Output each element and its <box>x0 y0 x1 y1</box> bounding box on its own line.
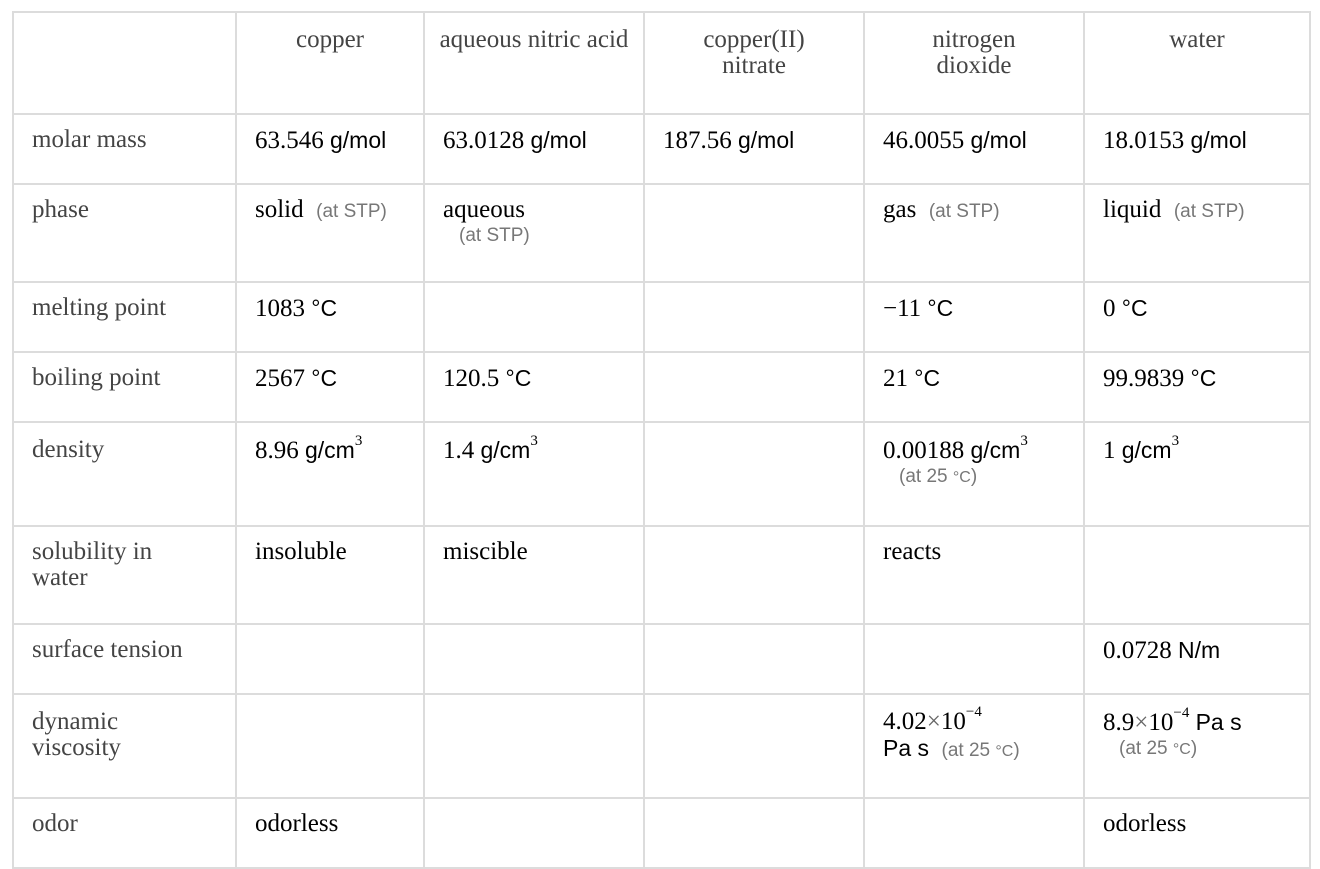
cell-phase-copper: solid (at STP) <box>235 183 425 283</box>
cell-visc-cuno3 <box>643 693 865 799</box>
cell-density-water: 1 g/cm3 <box>1083 421 1311 527</box>
row-label-odor: odor <box>12 797 237 869</box>
cell-sol-nitric: miscible <box>423 525 645 625</box>
row-label-molar-mass: molar mass <box>12 113 237 185</box>
col-header-water: water <box>1083 11 1311 115</box>
cell-phase-water: liquid (at STP) <box>1083 183 1311 283</box>
cell-mp-cuno3 <box>643 281 865 353</box>
cell-mp-no2: −11 °C <box>863 281 1085 353</box>
cell-bp-nitric: 120.5 °C <box>423 351 645 423</box>
cell-mp-copper: 1083 °C <box>235 281 425 353</box>
cell-phase-nitric: aqueous (at STP) <box>423 183 645 283</box>
row-viscosity: dynamic viscosity 4.02×10−4 Pa s (at 25 °C… <box>12 693 1311 799</box>
cell-bp-copper: 2567 °C <box>235 351 425 423</box>
cell-st-cuno3 <box>643 623 865 695</box>
cell-odor-water: odorless <box>1083 797 1311 869</box>
header-row: copper aqueous nitric acid copper(II) ni… <box>12 11 1311 115</box>
cell-molar-mass-nitric: 63.0128 g/mol <box>423 113 645 185</box>
cell-odor-no2 <box>863 797 1085 869</box>
cell-odor-cuno3 <box>643 797 865 869</box>
cell-st-no2 <box>863 623 1085 695</box>
row-odor: odor odorless odorless <box>12 797 1311 869</box>
cell-visc-copper <box>235 693 425 799</box>
row-label-solubility: solubility in water <box>12 525 237 625</box>
cell-sol-no2: reacts <box>863 525 1085 625</box>
col-header-copper-nitrate: copper(II) nitrate <box>643 11 865 115</box>
cell-molar-mass-cuno3: 187.56 g/mol <box>643 113 865 185</box>
cell-molar-mass-no2: 46.0055 g/mol <box>863 113 1085 185</box>
cell-st-nitric <box>423 623 645 695</box>
col-header-copper: copper <box>235 11 425 115</box>
row-boiling-point: boiling point 2567 °C 120.5 °C 21 °C 99.… <box>12 351 1311 423</box>
row-label-boiling-point: boiling point <box>12 351 237 423</box>
cell-bp-water: 99.9839 °C <box>1083 351 1311 423</box>
cell-density-no2: 0.00188 g/cm3 (at 25 °C) <box>863 421 1085 527</box>
row-label-viscosity: dynamic viscosity <box>12 693 237 799</box>
col-header-nitric-acid: aqueous nitric acid <box>423 11 645 115</box>
cell-density-cuno3 <box>643 421 865 527</box>
cell-st-water: 0.0728 N/m <box>1083 623 1311 695</box>
properties-table: copper aqueous nitric acid copper(II) ni… <box>12 11 1311 869</box>
cell-density-nitric: 1.4 g/cm3 <box>423 421 645 527</box>
cell-bp-no2: 21 °C <box>863 351 1085 423</box>
cell-sol-water <box>1083 525 1311 625</box>
cell-molar-mass-copper: 63.546 g/mol <box>235 113 425 185</box>
row-solubility: solubility in water insoluble miscible re… <box>12 525 1311 625</box>
cell-st-copper <box>235 623 425 695</box>
cell-visc-no2: 4.02×10−4 Pa s (at 25 °C) <box>863 693 1085 799</box>
cell-phase-no2: gas (at STP) <box>863 183 1085 283</box>
cell-phase-cuno3 <box>643 183 865 283</box>
corner-cell <box>12 11 237 115</box>
cell-visc-water: 8.9×10−4 Pa s (at 25 °C) <box>1083 693 1311 799</box>
row-label-melting-point: melting point <box>12 281 237 353</box>
cell-molar-mass-water: 18.0153 g/mol <box>1083 113 1311 185</box>
row-label-phase: phase <box>12 183 237 283</box>
cell-odor-nitric <box>423 797 645 869</box>
cell-mp-water: 0 °C <box>1083 281 1311 353</box>
cell-visc-nitric <box>423 693 645 799</box>
cell-sol-copper: insoluble <box>235 525 425 625</box>
cell-mp-nitric <box>423 281 645 353</box>
row-molar-mass: molar mass 63.546 g/mol 63.0128 g/mol 18… <box>12 113 1311 185</box>
row-label-surface-tension: surface tension <box>12 623 237 695</box>
cell-odor-copper: odorless <box>235 797 425 869</box>
row-label-density: density <box>12 421 237 527</box>
row-surface-tension: surface tension 0.0728 N/m <box>12 623 1311 695</box>
row-melting-point: melting point 1083 °C −11 °C 0 °C <box>12 281 1311 353</box>
row-density: density 8.96 g/cm3 1.4 g/cm3 0.00188 g/c… <box>12 421 1311 527</box>
row-phase: phase solid (at STP) aqueous (at STP) gas… <box>12 183 1311 283</box>
col-header-nitrogen-dioxide: nitrogen dioxide <box>863 11 1085 115</box>
cell-bp-cuno3 <box>643 351 865 423</box>
cell-sol-cuno3 <box>643 525 865 625</box>
cell-density-copper: 8.96 g/cm3 <box>235 421 425 527</box>
